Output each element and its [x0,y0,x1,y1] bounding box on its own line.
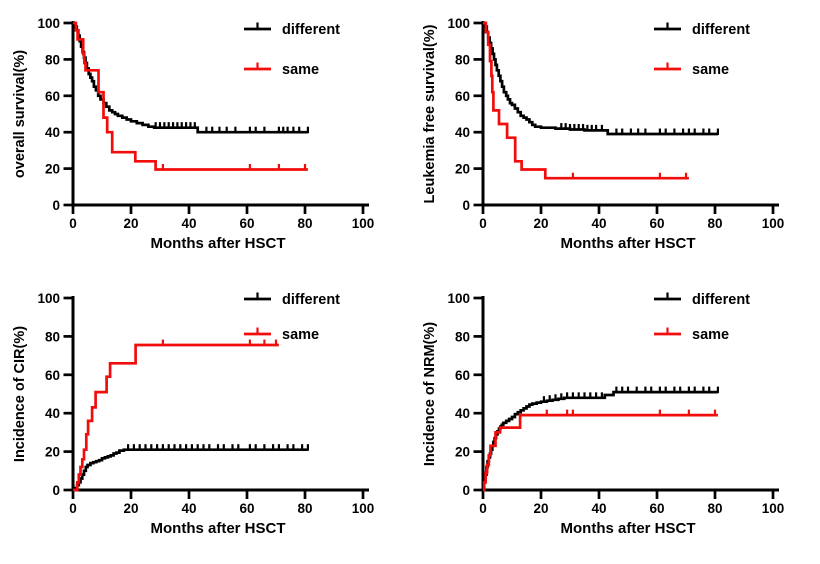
legend-label: different [692,292,750,308]
y-tick-label: 40 [455,125,470,140]
x-tick-label: 0 [479,216,487,231]
panel-leukemia-free-survival: 0 20 40 60 80 100 0 20 40 60 80 100 Months after HSC… [422,16,785,252]
y-axis-title: Leukemia free survival(%) [422,24,438,203]
x-tick-label: 40 [181,216,196,231]
y-tick-label: 0 [462,483,470,498]
y-tick-label: 80 [45,52,60,67]
curve-same [483,21,689,180]
x-tick-label: 100 [762,216,785,231]
x-tick-label: 60 [239,216,254,231]
y-tick-label: 0 [52,198,60,213]
y-tick-label: 80 [455,52,470,67]
legend-item-same: same [244,62,319,78]
x-tick-label: 0 [479,501,487,516]
y-tick-label: 40 [455,406,470,421]
legend-label: same [692,62,729,78]
y-tick-label: 100 [447,291,470,306]
legend-item-different: different [654,292,750,308]
x-tick-label: 80 [707,216,722,231]
legend-item-same: same [244,327,319,343]
y-tick-label: 100 [37,291,60,306]
x-tick-label: 20 [533,501,548,516]
curve-same [482,413,718,492]
y-tick-label: 60 [45,89,60,104]
legend-item-different: different [244,292,340,308]
y-tick-label: 40 [45,125,60,140]
x-tick-label: 100 [762,501,785,516]
y-axis-title: Incidence of CIR(%) [12,326,28,462]
y-tick-label: 60 [45,368,60,383]
x-axis-title: Months after HSCT [151,520,286,537]
y-tick-label: 20 [455,445,470,460]
x-tick-label: 60 [649,216,664,231]
y-tick-label: 60 [455,89,470,104]
panel-incidence-of-cir: 0 20 40 60 80 100 0 20 40 60 80 100 Months after HSC… [12,291,375,537]
legend-label: different [692,22,750,38]
y-tick-label: 60 [455,368,470,383]
legend-label: different [282,292,340,308]
x-axis-title: Months after HSCT [561,235,696,252]
x-tick-label: 80 [297,216,312,231]
x-tick-label: 40 [591,216,606,231]
curve-same [73,21,308,171]
panel-incidence-of-nrm: 0 20 40 60 80 100 0 20 40 60 80 100 Months after HSC… [422,291,785,537]
y-tick-label: 20 [45,162,60,177]
x-axis-title: Months after HSCT [151,235,286,252]
panel-overall-survival: 0 20 40 60 80 100 0 20 40 60 80 100 Months after HSC… [12,16,375,252]
curve-different [73,21,308,134]
x-tick-label: 40 [181,501,196,516]
legend-item-different: different [654,22,750,38]
y-tick-label: 80 [45,329,60,344]
curve-same [73,343,279,492]
x-tick-label: 60 [239,501,254,516]
y-tick-label: 100 [447,16,470,31]
y-axis-title: Incidence of NRM(%) [422,322,438,466]
x-tick-label: 20 [123,501,138,516]
x-axis-title: Months after HSCT [561,520,696,537]
x-tick-label: 100 [352,501,375,516]
x-tick-label: 80 [297,501,312,516]
legend-item-different: different [244,22,340,38]
x-tick-label: 60 [649,501,664,516]
x-tick-label: 40 [591,501,606,516]
y-tick-label: 20 [455,162,470,177]
legend-label: same [692,327,729,343]
curve-different [483,21,718,136]
y-tick-label: 80 [455,329,470,344]
x-tick-label: 80 [707,501,722,516]
curve-different [73,448,308,492]
x-tick-label: 20 [533,216,548,231]
x-tick-label: 100 [352,216,375,231]
legend-label: same [282,62,319,78]
y-tick-label: 100 [37,16,60,31]
legend-label: same [282,327,319,343]
x-tick-label: 0 [69,216,77,231]
y-axis-title: overall survival(%) [12,50,28,178]
legend-item-same: same [654,327,729,343]
y-tick-label: 0 [462,198,470,213]
y-tick-label: 0 [52,483,60,498]
legend-item-same: same [654,62,729,78]
y-tick-label: 20 [45,445,60,460]
y-tick-label: 40 [45,406,60,421]
x-tick-label: 20 [123,216,138,231]
legend-label: different [282,22,340,38]
x-tick-label: 0 [69,501,77,516]
curve-different [482,390,718,492]
